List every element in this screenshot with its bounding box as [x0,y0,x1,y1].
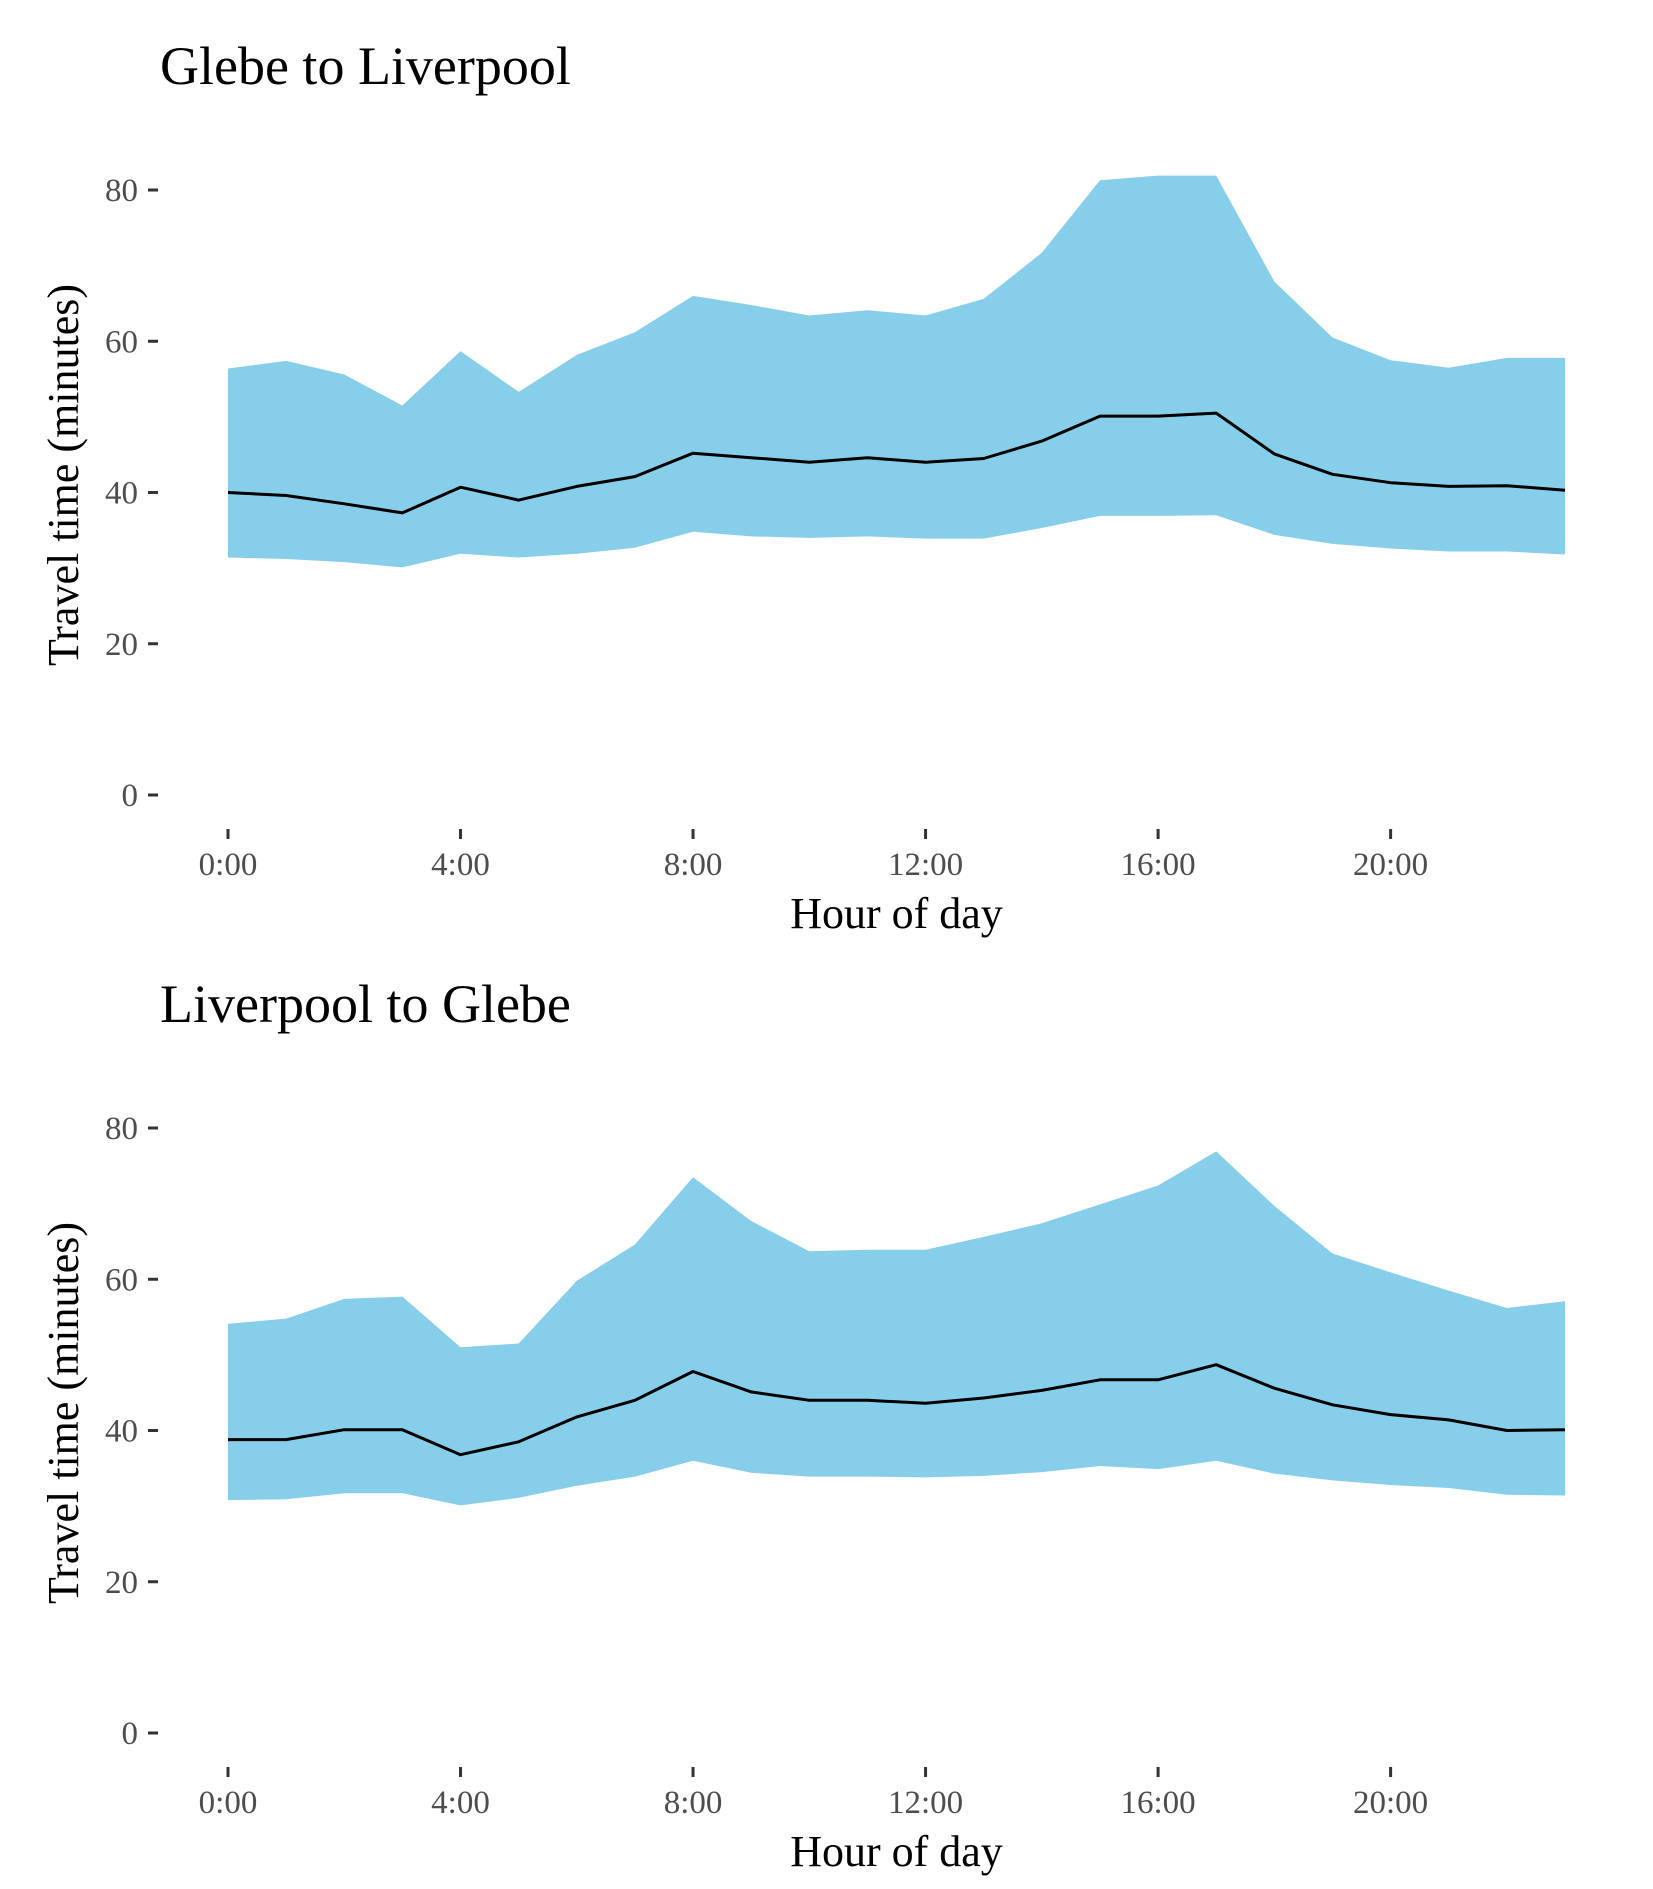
y-tick-label: 0 [122,1716,139,1752]
x-tick-label: 16:00 [1121,1785,1196,1821]
x-axis-title: Hour of day [790,1827,1003,1876]
median-line [227,411,1566,515]
x-axis-title: Hour of day [790,889,1003,938]
median-line [228,1363,1566,1457]
range-band [228,175,1565,568]
y-tick-label: 80 [105,1111,138,1147]
y-axis-title: Travel time (minutes) [39,284,88,666]
x-tick-label: 12:00 [888,1785,963,1821]
x-tick-label: 20:00 [1353,1785,1428,1821]
x-tick-label: 12:00 [888,847,963,883]
y-axis-title: Travel time (minutes) [39,1222,88,1604]
x-tick-label: 8:00 [664,847,723,883]
y-tick-label: 60 [105,1262,138,1298]
y-tick-label: 0 [122,778,139,814]
x-tick-label: 0:00 [199,1785,258,1821]
range-band [228,1151,1565,1506]
y-tick-label: 20 [105,627,138,663]
x-tick-label: 8:00 [664,1785,723,1821]
y-tick-label: 60 [105,324,138,360]
y-tick-label: 80 [105,173,138,209]
x-tick-label: 4:00 [431,1785,490,1821]
y-tick-label: 40 [105,1414,138,1450]
y-tick-label: 20 [105,1565,138,1601]
chart-title: Glebe to Liverpool [160,36,571,96]
x-tick-label: 4:00 [431,847,490,883]
x-tick-label: 0:00 [199,847,258,883]
x-tick-label: 16:00 [1121,847,1196,883]
x-tick-label: 20:00 [1353,847,1428,883]
chart-title: Liverpool to Glebe [160,974,571,1034]
y-tick-label: 40 [105,476,138,512]
